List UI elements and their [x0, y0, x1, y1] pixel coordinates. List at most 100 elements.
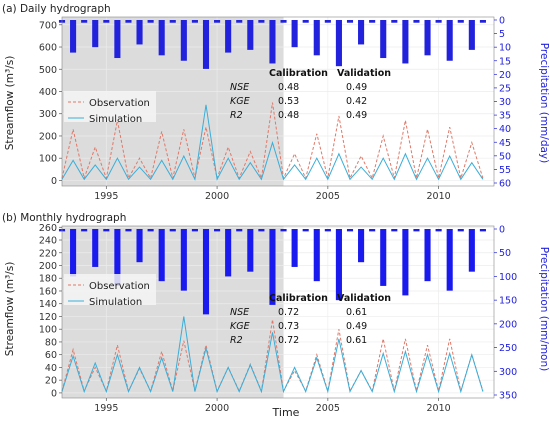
- stats-metric-name: NSE: [230, 82, 249, 93]
- y2-axis-label-precipitation: Precipitation (mm/day): [538, 43, 550, 163]
- precipitation-bar: [103, 229, 110, 232]
- precipitation-bar: [335, 229, 342, 301]
- precipitation-bar: [280, 20, 287, 23]
- precipitation-bar: [70, 20, 77, 53]
- y-axis-label-streamflow: Streamflow (m³/s): [4, 262, 16, 357]
- stats-metric-name: NSE: [230, 307, 249, 318]
- precipitation-bar: [269, 20, 276, 64]
- stats-header-calibration: Calibration: [269, 293, 328, 304]
- precipitation-bar: [446, 229, 453, 291]
- stats-validation-value: 0.42: [346, 96, 367, 107]
- y2-tick-label: 60: [499, 179, 511, 190]
- y-tick-label: 300: [39, 109, 57, 120]
- y-tick-label: 240: [39, 236, 57, 247]
- y2-tick-label: 300: [499, 367, 517, 378]
- precipitation-bar: [92, 229, 99, 267]
- precipitation-bar: [125, 229, 132, 232]
- precipitation-bar: [136, 229, 143, 263]
- precipitation-bar: [424, 20, 431, 56]
- precipitation-bar: [236, 229, 243, 232]
- stats-calibration-value: 0.72: [278, 335, 299, 346]
- precipitation-bar: [214, 229, 221, 232]
- legend-box: [64, 274, 156, 305]
- stats-validation-value: 0.49: [346, 82, 367, 93]
- monthly-hydrograph-panel: (b) Monthly hydrograph Streamflow (m³/s)…: [2, 212, 550, 414]
- y-tick-label: 260: [39, 223, 57, 234]
- y2-tick-label: 25: [499, 83, 511, 94]
- y2-tick-label: 50: [499, 248, 511, 259]
- precipitation-bar: [225, 20, 232, 53]
- precipitation-bar: [346, 229, 354, 232]
- x-axis-label: Time: [272, 406, 300, 419]
- y-tick-label: 220: [39, 248, 57, 259]
- precipitation-bar: [435, 229, 442, 232]
- precipitation-bar: [369, 229, 376, 232]
- panel-title: (a) Daily hydrograph: [2, 3, 111, 15]
- precipitation-bar: [413, 229, 420, 232]
- precipitation-bar: [479, 20, 486, 23]
- stats-header-validation: Validation: [337, 68, 391, 79]
- y-tick-label: 600: [39, 43, 57, 54]
- y-tick-label: 180: [39, 274, 57, 285]
- stats-header-calibration: Calibration: [269, 68, 328, 79]
- precipitation-bar: [191, 229, 198, 232]
- x-tick-label: 2010: [427, 191, 451, 202]
- y2-axis-label-precipitation: Precipitation (mm/mon): [538, 247, 550, 371]
- y2-tick-label: 5: [499, 29, 505, 40]
- y-tick-label: 100: [39, 154, 57, 165]
- precipitation-bar: [180, 20, 187, 61]
- precipitation-bar: [114, 229, 121, 286]
- precipitation-bar: [358, 229, 365, 263]
- precipitation-bar: [380, 20, 387, 59]
- y-tick-label: 200: [39, 131, 57, 142]
- y-tick-label: 20: [45, 376, 57, 387]
- y-tick-label: 500: [39, 65, 57, 76]
- precipitation-bar: [258, 20, 265, 23]
- y-tick-label: 0: [51, 388, 57, 399]
- precipitation-bar: [202, 229, 210, 315]
- precipitation-bar: [258, 229, 265, 232]
- y2-tick-label: 20: [499, 70, 511, 81]
- y-tick-label: 120: [39, 312, 57, 323]
- y2-tick-label: 100: [499, 272, 517, 283]
- precipitation-bar: [391, 229, 398, 232]
- precipitation-bar: [214, 20, 221, 23]
- precipitation-bar: [479, 229, 486, 232]
- precipitation-bar: [81, 229, 88, 232]
- precipitation-bar: [202, 20, 210, 69]
- precipitation-bar: [380, 229, 387, 286]
- stats-header-validation: Validation: [337, 293, 391, 304]
- precipitation-bar: [402, 229, 409, 296]
- precipitation-bar: [158, 20, 165, 56]
- precipitation-bar: [358, 20, 365, 45]
- precipitation-bar: [269, 229, 276, 305]
- y-tick-label: 140: [39, 299, 57, 310]
- precipitation-bar: [313, 229, 320, 282]
- stats-validation-value: 0.49: [346, 321, 367, 332]
- precipitation-bar: [103, 20, 110, 23]
- precipitation-bars: [58, 20, 486, 69]
- precipitation-bar: [191, 20, 198, 23]
- y2-tick-label: 10: [499, 43, 511, 54]
- y2-tick-label: 50: [499, 151, 511, 162]
- stats-validation-value: 0.49: [346, 110, 367, 121]
- precipitation-bar: [92, 20, 99, 48]
- stats-validation-value: 0.61: [346, 335, 367, 346]
- precipitation-bar: [324, 20, 331, 23]
- y2-tick-label: 35: [499, 111, 511, 122]
- precipitation-bar: [247, 20, 254, 50]
- precipitation-bar: [413, 20, 420, 23]
- stats-metric-name: KGE: [230, 96, 250, 107]
- precipitation-bar: [424, 229, 431, 282]
- y2-tick-label: 0: [499, 225, 505, 236]
- y2-tick-label: 15: [499, 56, 511, 67]
- precipitation-bar: [280, 229, 287, 232]
- stats-metric-name: KGE: [230, 321, 250, 332]
- legend-observation-label: Observation: [89, 98, 150, 109]
- y-tick-label: 700: [39, 20, 57, 31]
- simulation-line: [61, 316, 484, 394]
- precipitation-bar: [446, 20, 453, 61]
- stats-metric-name: R2: [230, 110, 243, 121]
- precipitation-bars: [58, 229, 486, 315]
